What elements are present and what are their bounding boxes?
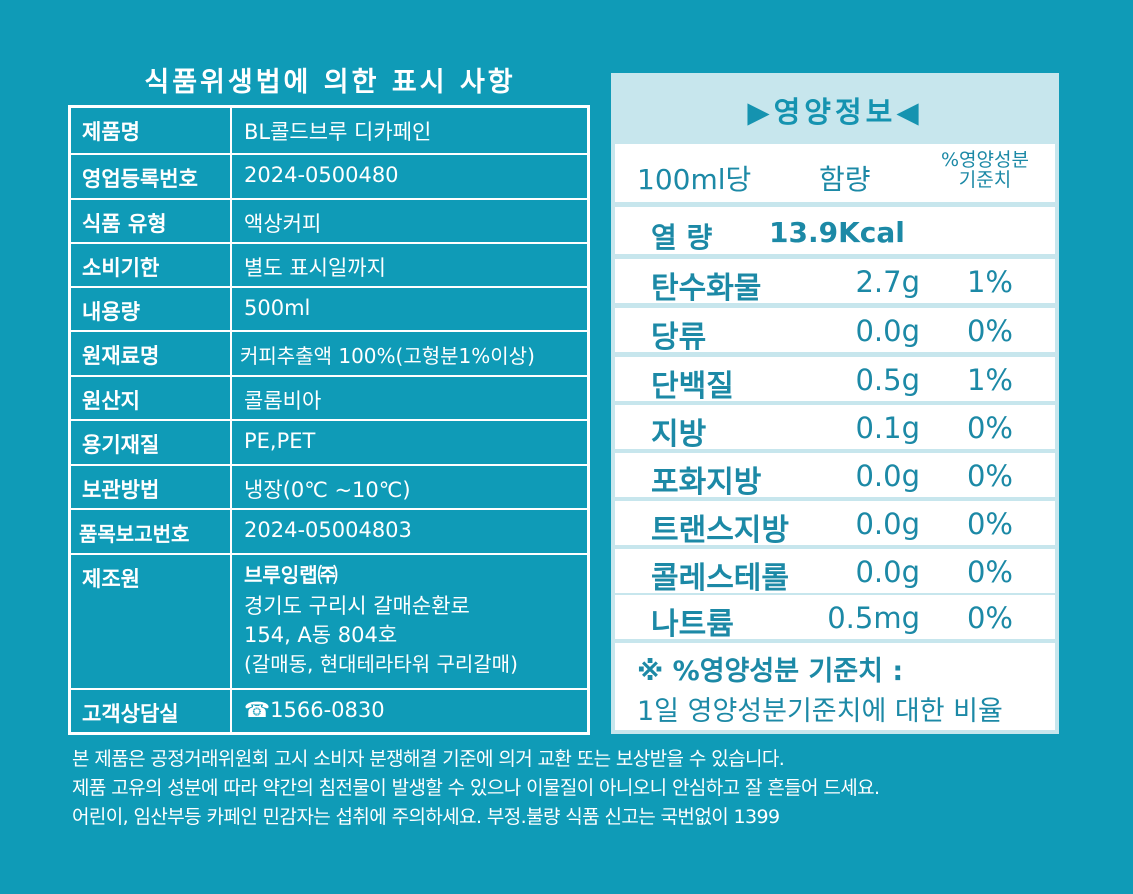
nutrition-row: 나트륨 0.5mg 0% bbox=[615, 595, 1055, 642]
nutrient-percent: 1% bbox=[966, 265, 1013, 299]
value-product-name: BL콜드브루 디카페인 bbox=[244, 120, 432, 144]
value-volume: 500ml bbox=[244, 296, 311, 320]
row-container: 용기재질 PE,PET bbox=[71, 419, 587, 464]
nutrition-row: 트랜스지방 0.0g 0% bbox=[615, 501, 1055, 548]
nutrient-name: 당류 bbox=[651, 320, 707, 355]
nutrient-percent: 0% bbox=[966, 314, 1013, 348]
nutrient-percent: 0% bbox=[966, 411, 1013, 445]
nutrition-dv-header-2: 기준치 bbox=[958, 169, 1012, 191]
nutrient-name: 단백질 bbox=[651, 369, 734, 404]
manufacturer-name: 브루잉랩㈜ bbox=[244, 563, 338, 587]
footnote-line-2: 1일 영양성분기준치에 대한 비율 bbox=[637, 696, 1003, 727]
label-title: 식품위생법에 의한 표시 사항 bbox=[144, 67, 516, 98]
row-manufacturer: 제조원 브루잉랩㈜ 경기도 구리시 갈매순환로 154, A동 804호 (갈매… bbox=[71, 553, 587, 688]
nutrition-panel: ▶영양정보◀ 100ml당 함량 %영양성분 기준치 열 량 13.9Kcal … bbox=[611, 73, 1059, 734]
nutrition-footnote: ※ %영양성분 기준치 : 1일 영양성분기준치에 대한 비율 bbox=[615, 643, 1055, 730]
value-expiry: 별도 표시일까지 bbox=[244, 256, 386, 280]
row-volume: 내용량 500ml bbox=[71, 286, 587, 330]
nutrient-percent: 1% bbox=[966, 363, 1013, 397]
label-customer: 고객상담실 bbox=[71, 690, 232, 732]
row-business-reg: 영업등록번호 2024-0500480 bbox=[71, 153, 587, 198]
info-table: 제품명 BL콜드브루 디카페인 영업등록번호 2024-0500480 식품 유… bbox=[68, 105, 590, 735]
value-manufacturer: 브루잉랩㈜ 경기도 구리시 갈매순환로 154, A동 804호 (갈매동, 현… bbox=[232, 555, 587, 688]
manufacturer-address-1: 경기도 구리시 갈매순환로 bbox=[244, 594, 470, 618]
manufacturer-address-3: (갈매동, 현대테라타워 구리갈매) bbox=[244, 652, 518, 676]
nutrition-header: 100ml당 함량 %영양성분 기준치 bbox=[615, 144, 1055, 202]
nutrient-name: 포화지방 bbox=[651, 465, 762, 500]
nutrient-name: 트랜스지방 bbox=[651, 513, 789, 548]
nutrient-amount: 0.5mg bbox=[827, 601, 920, 635]
nutrition-row: 단백질 0.5g 1% bbox=[615, 357, 1055, 404]
nutrient-percent: 0% bbox=[966, 459, 1013, 493]
nutrient-amount: 0.1g bbox=[855, 411, 920, 445]
label-container: 용기재질 bbox=[71, 421, 232, 464]
nutrient-amount: 0.5g bbox=[855, 363, 920, 397]
value-ingredients: 커피추출액 100%(고형분1%이상) bbox=[240, 344, 535, 368]
value-business-reg: 2024-0500480 bbox=[244, 163, 399, 187]
row-product-name: 제품명 BL콜드브루 디카페인 bbox=[71, 108, 587, 153]
notice-line-1: 본 제품은 공정거래위원회 고시 소비자 분쟁해결 기준에 의거 교환 또는 보… bbox=[72, 748, 785, 770]
row-ingredients: 원재료명 커피추출액 100%(고형분1%이상) bbox=[71, 330, 587, 375]
row-item-report: 품목보고번호 2024-05004803 bbox=[71, 508, 587, 553]
value-storage: 냉장(0℃ ~10℃) bbox=[244, 478, 411, 502]
label-item-report: 품목보고번호 bbox=[71, 510, 232, 553]
nutrient-name: 나트륨 bbox=[651, 607, 734, 642]
value-origin: 콜롬비아 bbox=[244, 389, 322, 413]
nutrient-name: 탄수화물 bbox=[651, 271, 762, 306]
row-expiry: 소비기한 별도 표시일까지 bbox=[71, 242, 587, 286]
nutrient-percent: 0% bbox=[966, 507, 1013, 541]
nutrition-row: 지방 0.1g 0% bbox=[615, 405, 1055, 452]
nutrition-row: 콜레스테롤 0.0g 0% bbox=[615, 549, 1055, 596]
value-container: PE,PET bbox=[244, 429, 316, 453]
label-manufacturer: 제조원 bbox=[71, 555, 232, 688]
footnote-line-1: ※ %영양성분 기준치 : bbox=[637, 656, 904, 687]
energy-label: 열 량 bbox=[651, 221, 713, 254]
nutrition-title: ▶영양정보◀ bbox=[747, 95, 923, 129]
value-food-type: 액상커피 bbox=[244, 212, 322, 236]
nutrition-unit: 100ml당 bbox=[637, 163, 752, 196]
row-customer: 고객상담실 ☎1566-0830 bbox=[71, 688, 587, 732]
nutrient-amount: 0.0g bbox=[855, 555, 920, 589]
nutrition-row: 포화지방 0.0g 0% bbox=[615, 453, 1055, 500]
row-origin: 원산지 콜롬비아 bbox=[71, 375, 587, 419]
nutrition-row: 탄수화물 2.7g 1% bbox=[615, 259, 1055, 306]
label-food-type: 식품 유형 bbox=[71, 200, 232, 242]
nutrient-amount: 0.0g bbox=[855, 507, 920, 541]
label-volume: 내용량 bbox=[71, 288, 232, 330]
label-business-reg: 영업등록번호 bbox=[71, 155, 232, 198]
value-customer: ☎1566-0830 bbox=[244, 698, 385, 722]
nutrient-amount: 0.0g bbox=[855, 314, 920, 348]
manufacturer-address-2: 154, A동 804호 bbox=[244, 623, 398, 647]
value-item-report: 2024-05004803 bbox=[244, 518, 412, 542]
notice-line-3: 어린이, 임산부등 카페인 민감자는 섭취에 주의하세요. 부정.불량 식품 신… bbox=[72, 806, 780, 828]
label-storage: 보관방법 bbox=[71, 466, 232, 508]
nutrition-dv-header: %영양성분 기준치 bbox=[915, 150, 1055, 190]
energy-value: 13.9Kcal bbox=[769, 216, 905, 249]
nutrition-row: 당류 0.0g 0% bbox=[615, 308, 1055, 355]
nutrient-name: 콜레스테롤 bbox=[651, 561, 789, 596]
nutrient-name: 지방 bbox=[651, 417, 707, 452]
label-expiry: 소비기한 bbox=[71, 244, 232, 286]
nutrition-dv-header-1: %영양성분 bbox=[941, 149, 1029, 171]
label-product-name: 제품명 bbox=[71, 108, 232, 153]
label-origin: 원산지 bbox=[71, 377, 232, 419]
notice-text: 본 제품은 공정거래위원회 고시 소비자 분쟁해결 기준에 의거 교환 또는 보… bbox=[72, 745, 1082, 832]
nutrient-percent: 0% bbox=[966, 601, 1013, 635]
nutrition-amount-header: 함량 bbox=[819, 163, 871, 196]
nutrient-percent: 0% bbox=[966, 555, 1013, 589]
label-ingredients: 원재료명 bbox=[71, 332, 232, 375]
row-food-type: 식품 유형 액상커피 bbox=[71, 198, 587, 242]
nutrient-amount: 2.7g bbox=[855, 265, 920, 299]
nutrition-energy-row: 열 량 13.9Kcal bbox=[615, 207, 1055, 254]
notice-line-2: 제품 고유의 성분에 따라 약간의 침전물이 발생할 수 있으나 이물질이 아니… bbox=[72, 777, 880, 799]
nutrient-amount: 0.0g bbox=[855, 459, 920, 493]
row-storage: 보관방법 냉장(0℃ ~10℃) bbox=[71, 464, 587, 508]
